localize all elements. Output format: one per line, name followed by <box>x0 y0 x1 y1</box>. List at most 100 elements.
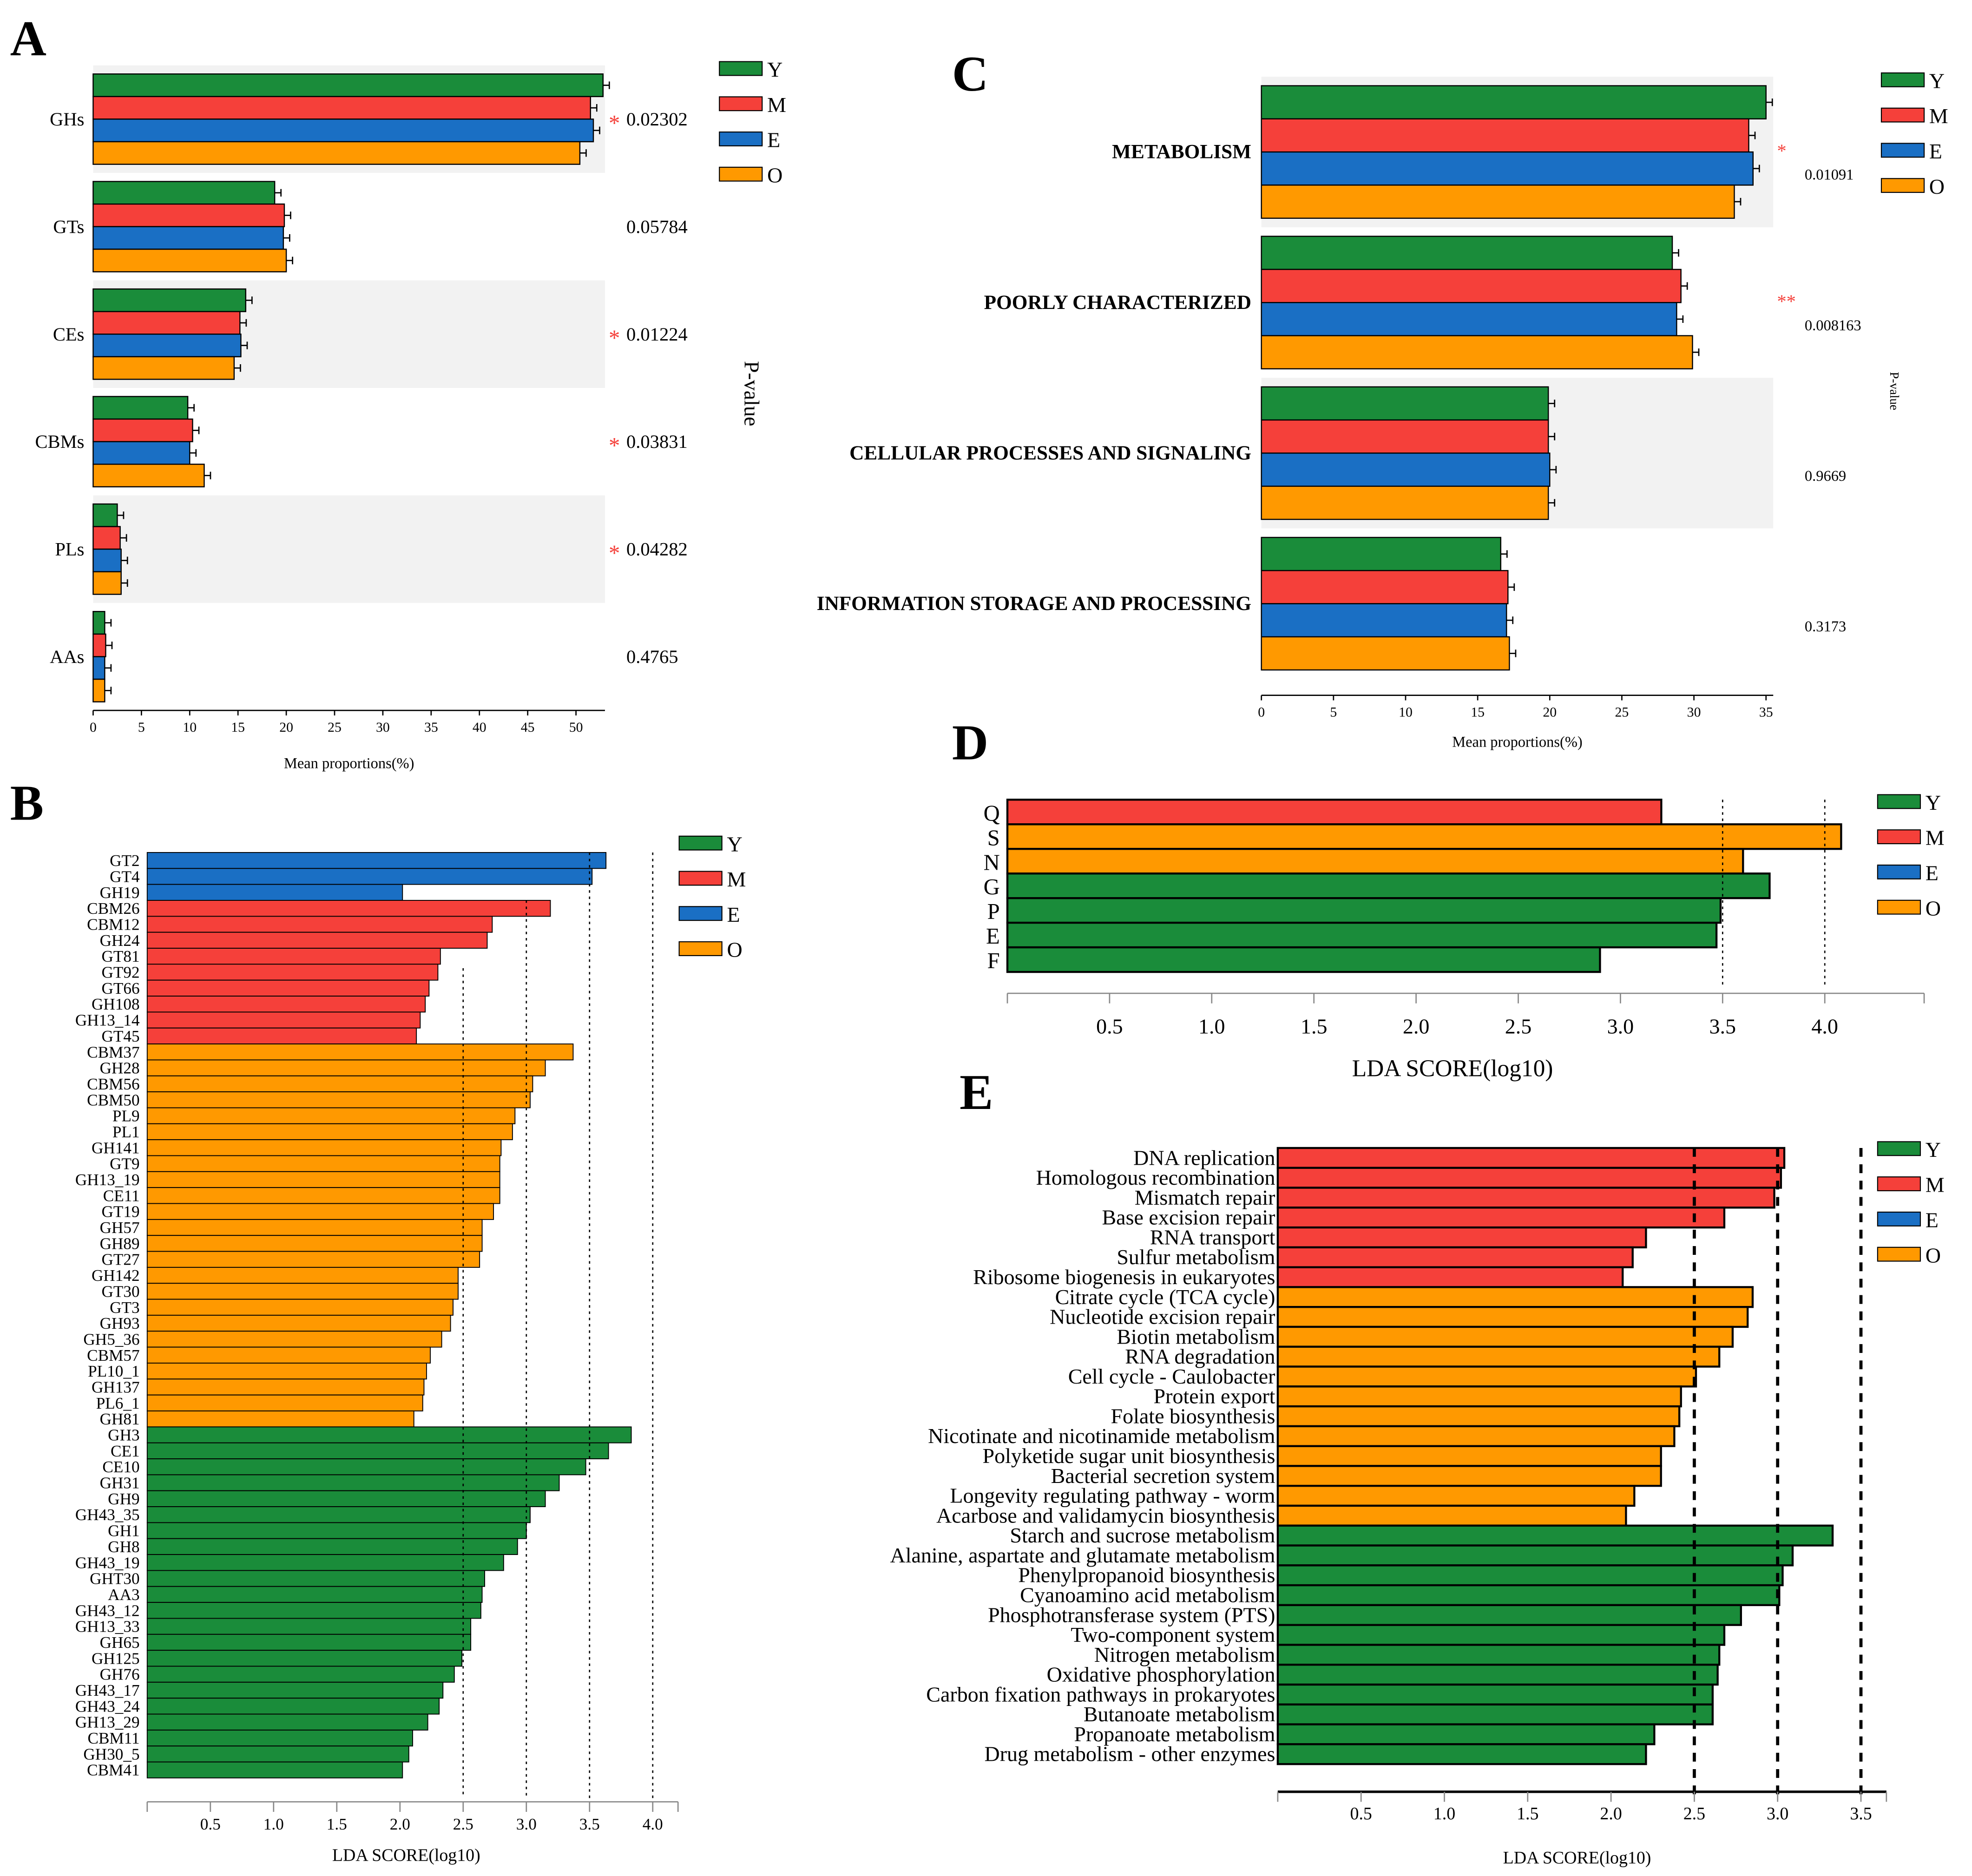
category-label: GT92 <box>102 964 140 982</box>
p-value: 0.9669 <box>1805 468 1846 485</box>
bar-Y-AA3 <box>146 1586 483 1603</box>
category-label: GH57 <box>100 1219 140 1237</box>
category-label: F <box>987 948 1000 973</box>
x-tick-label: 50 <box>569 720 583 735</box>
category-label: CBMs <box>35 431 84 452</box>
x-tick-label: 0 <box>1258 705 1265 720</box>
category-label: PL9 <box>112 1107 140 1125</box>
p-value-axis-label: P-value <box>740 361 763 426</box>
legend-swatch-E <box>1877 1211 1921 1227</box>
legend-swatch-E <box>719 131 763 147</box>
x-tick-label: 2.5 <box>1505 1015 1532 1038</box>
bar-O-Folate biosynthesis <box>1276 1405 1681 1428</box>
bar-Y-GH125 <box>146 1650 463 1667</box>
bar-Y-G <box>1006 872 1771 899</box>
category-label: Biotin metabolism <box>1117 1325 1275 1348</box>
legend-label-M: M <box>727 867 746 891</box>
bar-O-Nicotinate and nicotinamide metabolism <box>1276 1425 1676 1447</box>
category-label: POORLY CHARACTERIZED <box>984 291 1251 314</box>
bar-O-GT27 <box>146 1251 480 1268</box>
x-tick-label: 4.0 <box>643 1815 663 1833</box>
category-label: DNA replication <box>1133 1146 1275 1169</box>
category-label: CBM11 <box>88 1729 140 1747</box>
bar-O-GH13_19 <box>146 1171 500 1188</box>
x-tick-label: 2.0 <box>1403 1015 1429 1038</box>
legend-swatch-M <box>1877 829 1921 845</box>
legend-swatch-E <box>1877 864 1921 879</box>
bar-O-Polyketide sugar unit biosynthesis <box>1276 1445 1662 1467</box>
category-label: N <box>984 850 1000 875</box>
bar-O-S <box>1006 823 1842 850</box>
bar-Y-CBM41 <box>146 1761 403 1778</box>
legend-swatch-E <box>678 906 723 921</box>
category-label: GH30_5 <box>83 1745 139 1763</box>
bar-Y-Drug metabolism - other enzymes <box>1276 1743 1647 1765</box>
bar-O-GT3 <box>146 1299 454 1316</box>
bar-Y-CEs <box>92 288 247 312</box>
category-label: Longevity regulating pathway - worm <box>950 1484 1275 1508</box>
legend-swatch-O <box>1877 1246 1921 1262</box>
category-label: CBM37 <box>87 1043 139 1061</box>
bar-Y-Starch and sucrose metabolism <box>1276 1524 1834 1547</box>
p-value: 0.008163 <box>1805 317 1861 334</box>
panel-B: BGT2GT4GH19CBM26CBM12GH24GT81GT92GT66GH1… <box>10 776 746 1865</box>
significance-star: * <box>609 433 620 458</box>
legend-label-M: M <box>1926 826 1945 850</box>
x-tick-label: 3.5 <box>579 1815 600 1833</box>
category-label: Sulfur metabolism <box>1117 1245 1275 1269</box>
bar-Y-Phosphotransferase system (PTS) <box>1276 1604 1742 1626</box>
bar-Y-CE1 <box>146 1442 609 1459</box>
category-label: GH137 <box>92 1378 140 1396</box>
bar-O-POORLY CHARACTERIZED <box>1261 335 1693 370</box>
bar-Y-GH43_24 <box>146 1698 440 1715</box>
bar-Y-GH65 <box>146 1633 472 1651</box>
category-label: GH8 <box>108 1538 139 1556</box>
bar-E-GH19 <box>146 884 403 901</box>
category-label: CBM26 <box>87 899 139 918</box>
category-label: Phosphotransferase system (PTS) <box>988 1603 1275 1627</box>
bar-M-METABOLISM <box>1261 118 1749 153</box>
x-tick-label: 1.0 <box>263 1815 284 1833</box>
category-label: GH76 <box>100 1666 140 1684</box>
category-label: Two-component system <box>1071 1623 1275 1646</box>
legend-label-O: O <box>1926 1243 1941 1267</box>
bar-Y-INFORMATION STORAGE AND PROCESSING <box>1261 537 1502 571</box>
bar-Y-GH1 <box>146 1522 527 1539</box>
bar-O-GH57 <box>146 1219 483 1236</box>
bar-M-GT66 <box>146 979 430 997</box>
bar-M-Q <box>1006 799 1663 826</box>
legend-swatch-Y <box>678 835 723 851</box>
legend-label-E: E <box>1926 1208 1939 1232</box>
category-label: Polyketide sugar unit biosynthesis <box>983 1444 1275 1468</box>
bar-O-CBM57 <box>146 1346 431 1364</box>
bar-O-METABOLISM <box>1261 184 1735 219</box>
category-label: GT3 <box>110 1299 139 1317</box>
bar-Y-Carbon fixation pathways in prokaryotes <box>1276 1683 1714 1705</box>
x-axis-label: LDA SCORE(log10) <box>332 1846 480 1865</box>
bar-Y-E <box>1006 921 1718 949</box>
bar-Y-GH3 <box>146 1426 632 1443</box>
category-label: Bacterial secretion system <box>1051 1464 1275 1488</box>
bar-Y-Propanoate metabolism <box>1276 1723 1656 1745</box>
significance-star: * <box>609 111 620 136</box>
significance-star: * <box>1777 140 1786 161</box>
category-label: Q <box>984 800 1000 826</box>
x-tick-label: 30 <box>1687 705 1701 720</box>
bar-Y-GH30_5 <box>146 1745 409 1763</box>
category-label: CBM56 <box>87 1075 139 1093</box>
bar-M-DNA replication <box>1276 1147 1786 1169</box>
category-label: GH13_29 <box>75 1713 140 1732</box>
category-label: CEs <box>53 324 85 345</box>
bar-E-POORLY CHARACTERIZED <box>1261 302 1677 336</box>
category-label: RNA degradation <box>1125 1345 1275 1368</box>
x-tick-label: 0.5 <box>1350 1804 1372 1824</box>
significance-star: * <box>609 540 620 565</box>
category-label: Acarbose and validamycin biosynthesis <box>936 1503 1275 1527</box>
legend-swatch-Y <box>1880 72 1925 87</box>
bar-M-GT92 <box>146 964 439 981</box>
bar-O-AAs <box>92 678 105 702</box>
category-label: GH43_12 <box>75 1601 140 1620</box>
bar-E-PLs <box>92 548 122 572</box>
bar-E-METABOLISM <box>1261 151 1754 186</box>
